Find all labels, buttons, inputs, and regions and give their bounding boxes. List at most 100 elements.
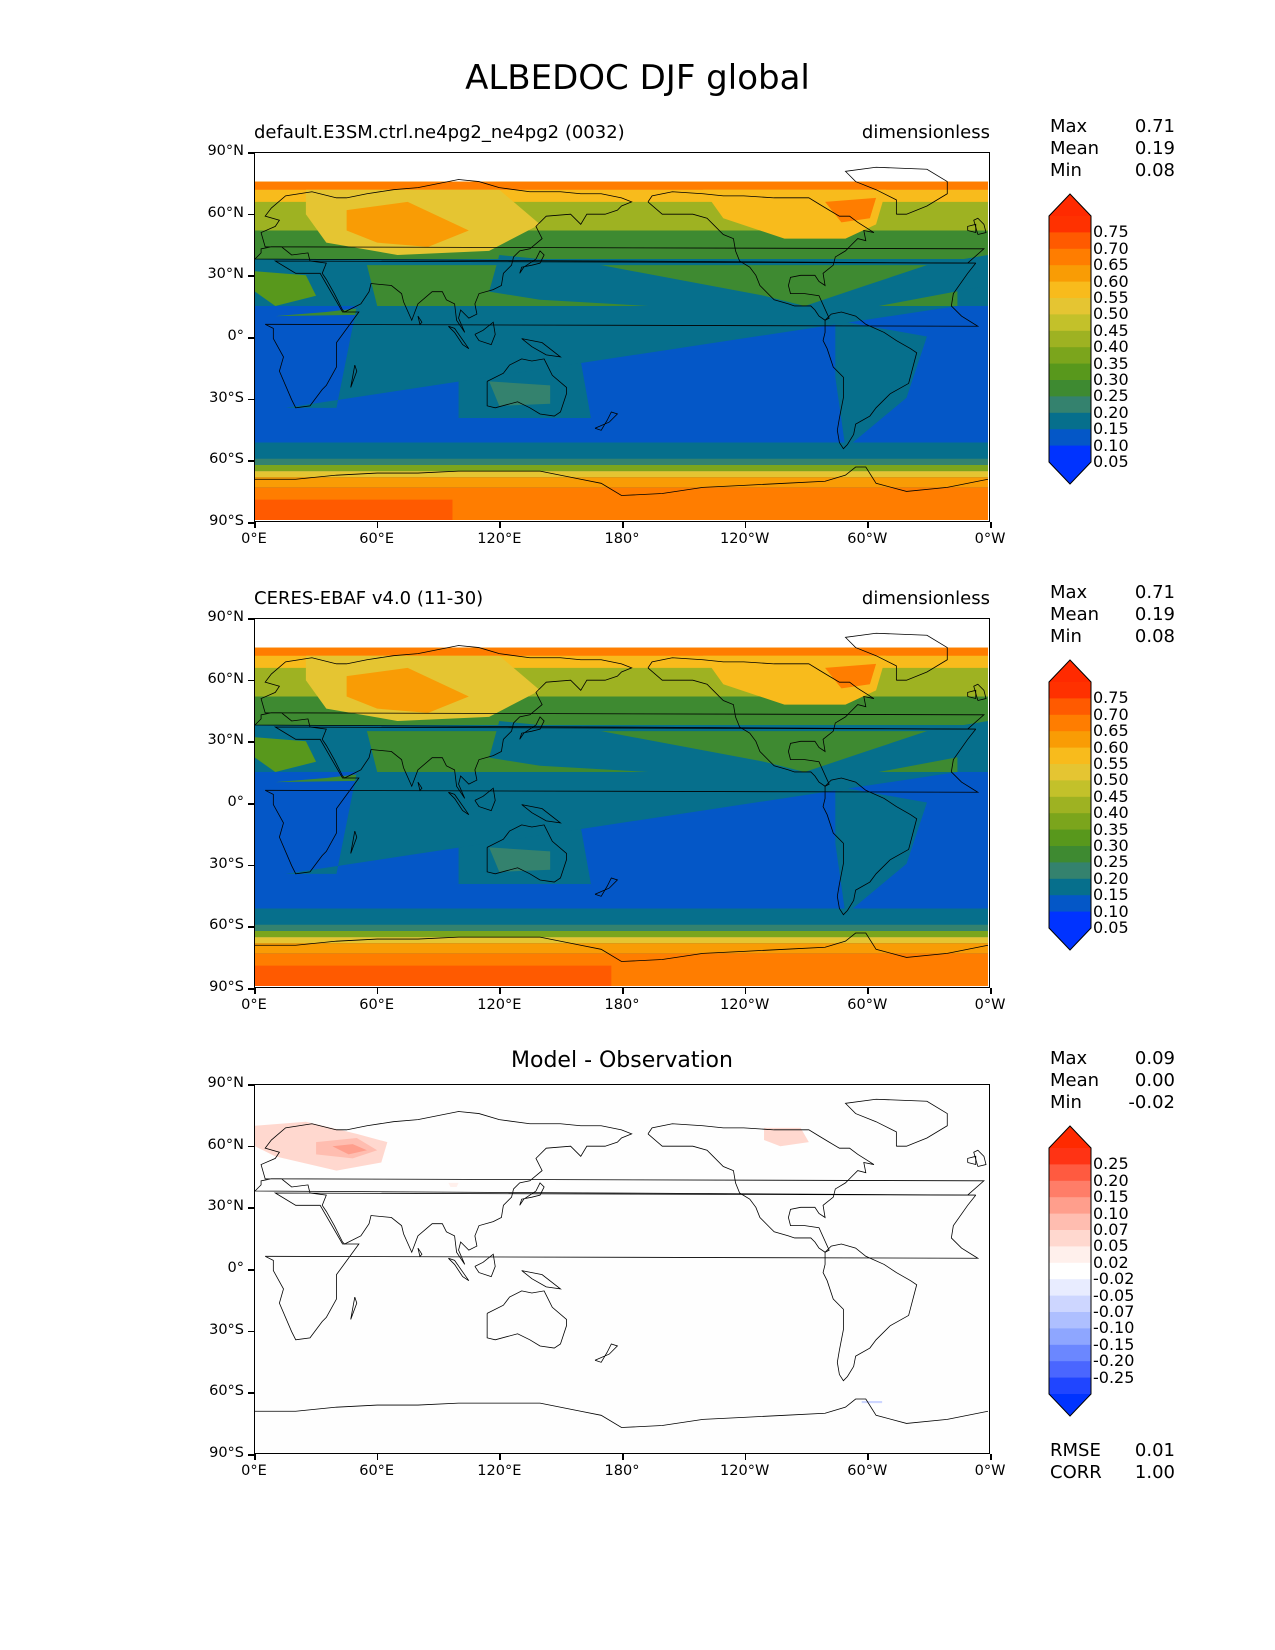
panel-3-title: Model - Observation bbox=[511, 1048, 733, 1073]
contour-fill bbox=[489, 847, 551, 872]
contour-fill bbox=[825, 663, 877, 689]
colorbar-segment bbox=[1049, 747, 1091, 765]
coastline bbox=[255, 179, 985, 333]
contour-fill bbox=[255, 464, 988, 472]
lat-tick-label: 30°S bbox=[209, 389, 244, 406]
colorbar-segment bbox=[1049, 911, 1091, 929]
colorbar-bottom-extension bbox=[1049, 1394, 1091, 1416]
lon-tick-label: 120°E bbox=[477, 1463, 522, 1479]
contour-fill bbox=[255, 458, 988, 465]
lat-tick-mark bbox=[248, 1207, 254, 1209]
coastline bbox=[594, 1343, 619, 1363]
lat-tick-label: 0° bbox=[227, 328, 244, 344]
coastline bbox=[264, 726, 980, 875]
colorbar-segment bbox=[1049, 330, 1091, 348]
lon-tick-label: 60°E bbox=[359, 1463, 395, 1479]
colorbar-tick-label: -0.10 bbox=[1093, 1318, 1135, 1338]
colorbar-tick-label: 0.15 bbox=[1093, 1187, 1129, 1207]
colorbar-segment bbox=[1049, 698, 1091, 716]
lat-tick-label: 60°N bbox=[207, 670, 244, 687]
lat-tick-mark bbox=[248, 337, 254, 339]
lon-tick-mark bbox=[622, 988, 624, 994]
stat-min-value: -0.02 bbox=[1128, 1092, 1175, 1113]
lat-tick-label: 90°S bbox=[209, 979, 244, 995]
lon-tick-label: 0°E bbox=[241, 531, 267, 547]
lat-tick-mark bbox=[248, 864, 254, 867]
colorbar-tick-label: -0.20 bbox=[1093, 1351, 1135, 1371]
coastline bbox=[448, 1257, 470, 1282]
stat-max-label: Max bbox=[1050, 582, 1088, 603]
colorbar-tick-label: 0.05 bbox=[1093, 918, 1129, 937]
colorbar-tick-label: 0.05 bbox=[1093, 1236, 1129, 1256]
lat-tick-mark bbox=[248, 926, 254, 928]
coastline bbox=[973, 217, 987, 235]
stat-corr-value: 1.00 bbox=[1134, 1462, 1175, 1483]
lat-tick-mark bbox=[248, 398, 254, 401]
lon-tick-mark bbox=[254, 988, 256, 994]
contour-fill bbox=[332, 1144, 367, 1155]
lon-tick-mark bbox=[990, 522, 992, 528]
colorbar-2 bbox=[1048, 659, 1092, 951]
panel-1-model-title: default.E3SM.ctrl.ne4pg2_ne4pg2 (0032) bbox=[254, 122, 625, 143]
coastline bbox=[417, 315, 423, 326]
colorbar-tick-label: -0.25 bbox=[1093, 1367, 1135, 1387]
lon-tick-mark bbox=[990, 988, 992, 994]
lat-tick-mark bbox=[248, 152, 254, 154]
lat-tick-label: 30°N bbox=[207, 1198, 244, 1215]
colorbar-bottom-extension bbox=[1049, 462, 1091, 484]
colorbar-segment bbox=[1049, 764, 1091, 781]
colorbar-segment bbox=[1049, 1180, 1091, 1198]
colorbar-tick-label: 0.25 bbox=[1093, 386, 1129, 406]
lon-tick-mark bbox=[990, 1454, 992, 1460]
lat-tick-mark bbox=[248, 275, 254, 277]
contour-fill bbox=[255, 647, 988, 656]
colorbar-tick-label: 0.35 bbox=[1093, 353, 1129, 373]
lon-tick-mark bbox=[744, 522, 747, 528]
lon-tick-label: 120°E bbox=[477, 997, 522, 1013]
coastline bbox=[844, 166, 948, 215]
lat-tick-label: 0° bbox=[227, 1260, 244, 1276]
colorbar-outline bbox=[1048, 1125, 1092, 1417]
contour-fill bbox=[255, 924, 988, 931]
coastline bbox=[474, 787, 496, 812]
coastline bbox=[973, 1149, 987, 1167]
colorbar-tick-label: 0.10 bbox=[1093, 1203, 1129, 1223]
coastline bbox=[844, 1098, 948, 1147]
coastline bbox=[255, 645, 985, 799]
coastline bbox=[448, 791, 470, 816]
colorbar-segment bbox=[1049, 248, 1091, 266]
coastline bbox=[486, 824, 567, 883]
colorbar-segment bbox=[1049, 862, 1091, 880]
colorbar-segment bbox=[1049, 1361, 1091, 1379]
stat-min-value: 0.08 bbox=[1134, 626, 1175, 647]
map-canvas bbox=[255, 619, 988, 986]
contour-fill bbox=[448, 1182, 459, 1187]
figure-title: ALBEDOC DJF global bbox=[465, 58, 810, 98]
colorbar-tick-label: -0.07 bbox=[1093, 1302, 1135, 1321]
colorbar-tick-label: 0.65 bbox=[1093, 255, 1129, 275]
stat-mean-label: Mean bbox=[1050, 604, 1100, 625]
lat-tick-mark bbox=[248, 1330, 254, 1333]
stat-mean-label: Mean bbox=[1050, 1070, 1100, 1091]
colorbar-segment bbox=[1049, 232, 1091, 250]
colorbar-tick-label: 0.10 bbox=[1093, 435, 1129, 455]
lon-tick-mark bbox=[376, 522, 379, 528]
colorbar-segment bbox=[1049, 796, 1091, 814]
colorbar-segment bbox=[1049, 780, 1091, 798]
coastline bbox=[594, 877, 619, 897]
stat-rmse-value: 0.01 bbox=[1134, 1440, 1175, 1461]
lat-tick-mark bbox=[248, 213, 254, 216]
colorbar-segment bbox=[1049, 412, 1091, 430]
colorbar-tick-label: 0.75 bbox=[1093, 688, 1129, 708]
colorbar-segment bbox=[1049, 380, 1091, 397]
coastline bbox=[264, 260, 980, 409]
colorbar-segment bbox=[1049, 1148, 1091, 1165]
lon-tick-mark bbox=[867, 1454, 869, 1460]
colorbar-tick-label: 0.50 bbox=[1093, 770, 1129, 790]
colorbar-tick-label: 0.15 bbox=[1093, 885, 1129, 905]
stat-rmse-label: RMSE bbox=[1050, 1440, 1101, 1461]
colorbar-segment bbox=[1049, 1377, 1091, 1395]
coastline bbox=[521, 804, 562, 824]
lat-tick-label: 30°S bbox=[209, 1321, 244, 1338]
lat-tick-mark bbox=[248, 679, 254, 682]
